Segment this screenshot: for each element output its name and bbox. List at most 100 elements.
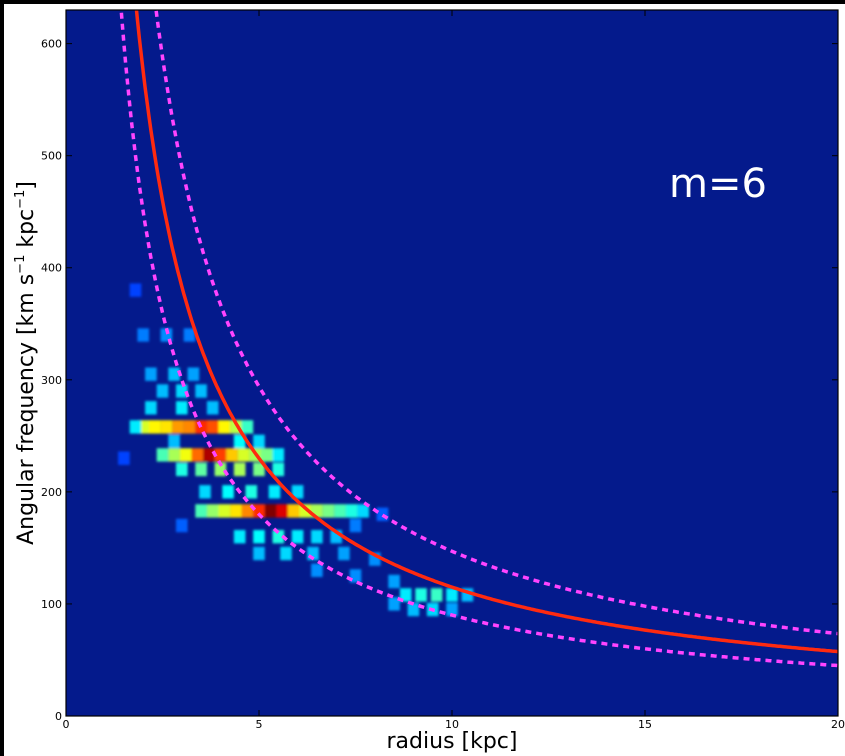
y-tick-label: 200	[41, 486, 62, 499]
y-axis-label: Angular frequency [km s−1 kpc−1]	[13, 181, 39, 545]
heatmap-cell	[176, 401, 188, 415]
heatmap-cell	[245, 485, 258, 499]
heatmap-cell	[253, 530, 265, 544]
heatmap-cell	[307, 546, 319, 561]
heatmap-cell	[268, 485, 281, 499]
heatmap-cell	[160, 420, 173, 434]
x-tick-label: 0	[63, 718, 70, 731]
heatmap-cell	[376, 507, 389, 521]
y-tick-label: 500	[41, 150, 62, 163]
heatmap-cell	[233, 530, 246, 544]
heatmap-cell	[222, 485, 234, 499]
heatmap-cell	[338, 546, 350, 561]
heatmap-cell	[176, 384, 188, 398]
annotation-label: m=6	[669, 161, 767, 207]
heatmap-cell	[276, 504, 288, 518]
y-axis-label-sup1: −1	[13, 255, 28, 274]
heatmap-cell	[311, 563, 323, 577]
heatmap-cell	[345, 504, 358, 518]
heatmap-cell	[311, 530, 323, 544]
heatmap-cell	[253, 462, 265, 477]
heatmap-cell	[137, 420, 149, 434]
heatmap-cell	[214, 462, 227, 477]
y-tick-label: 600	[41, 38, 62, 51]
heatmap-cell	[446, 588, 458, 602]
heatmap-cell	[156, 384, 169, 398]
x-tick-label: 10	[445, 718, 459, 731]
heatmap-cell	[241, 420, 254, 434]
x-tick-label: 5	[256, 718, 263, 731]
heatmap-cell	[322, 504, 335, 518]
heatmap-cell	[206, 504, 219, 518]
heatmap-cell	[145, 401, 157, 415]
dashed-curve-upper	[154, 10, 838, 636]
heatmap-cell	[176, 462, 188, 477]
heatmap-cell	[226, 448, 238, 462]
heatmap-cell	[399, 588, 412, 602]
heatmap-cell	[253, 546, 265, 561]
heatmap-cell	[388, 574, 400, 589]
heatmap-cell	[237, 448, 250, 462]
heatmap-cell	[214, 448, 227, 462]
heatmap-cell	[272, 530, 285, 544]
heatmap-cell	[191, 448, 203, 462]
solid-curve	[134, 10, 838, 654]
heatmap-cell	[183, 328, 196, 342]
heatmap-cell	[330, 530, 342, 544]
y-tick-label: 400	[41, 262, 62, 275]
y-axis-label-mid: kpc	[14, 209, 39, 255]
heatmap-cell	[233, 462, 246, 477]
heatmap-cell	[280, 546, 292, 561]
heatmap-cell	[160, 328, 173, 342]
heatmap-cell	[461, 588, 474, 602]
heatmap-cell	[137, 328, 149, 342]
heatmap-cell	[349, 569, 362, 583]
heatmap-cell	[145, 367, 157, 381]
heatmap-cell	[415, 588, 427, 602]
heatmap-cell	[446, 602, 458, 617]
heatmap-cell	[129, 420, 142, 434]
heatmap-cell	[299, 504, 312, 518]
y-tick-label: 300	[41, 374, 62, 387]
heatmap-cell	[203, 448, 215, 462]
heatmap-cell	[349, 518, 362, 533]
heatmap-cell	[253, 434, 265, 449]
heatmap-cell	[168, 367, 180, 381]
heatmap-cell	[172, 420, 184, 434]
heatmap-cell	[168, 448, 180, 462]
heatmap-cell	[195, 462, 207, 477]
heatmap-cell	[179, 448, 192, 462]
heatmap-cell	[176, 518, 188, 533]
heatmap-cell	[253, 504, 265, 518]
heatmap-cell	[233, 434, 246, 449]
heatmap-cell	[149, 420, 161, 434]
x-axis-label: radius [kpc]	[387, 729, 518, 754]
heatmap-cell	[407, 602, 420, 617]
heatmap-cell	[230, 420, 242, 434]
x-tick-label: 15	[638, 718, 652, 731]
heatmap-cell	[388, 597, 400, 611]
heatmap-cell	[187, 367, 200, 381]
heatmap-cell	[168, 434, 180, 449]
heatmap-layer	[118, 283, 474, 617]
y-tick-label: 100	[41, 598, 62, 611]
heatmap-cell	[291, 530, 304, 544]
heatmap-cell	[287, 504, 300, 518]
heatmap-cell	[334, 504, 346, 518]
heatmap-cell	[291, 485, 304, 499]
heatmap-cell	[241, 504, 254, 518]
curves-layer	[119, 10, 838, 668]
heatmap-cell	[195, 384, 207, 398]
heatmap-cell	[260, 448, 273, 462]
heatmap-cell	[430, 588, 443, 602]
y-axis-label-main: Angular frequency [km s	[14, 274, 39, 545]
y-axis-label-sup2: −1	[13, 190, 28, 209]
heatmap-cell	[118, 451, 130, 465]
heatmap-cell	[218, 420, 231, 434]
heatmap-cell	[218, 504, 231, 518]
heatmap-cell	[357, 504, 369, 518]
heatmap-cell	[272, 448, 285, 462]
dashed-curve-lower	[119, 10, 838, 668]
